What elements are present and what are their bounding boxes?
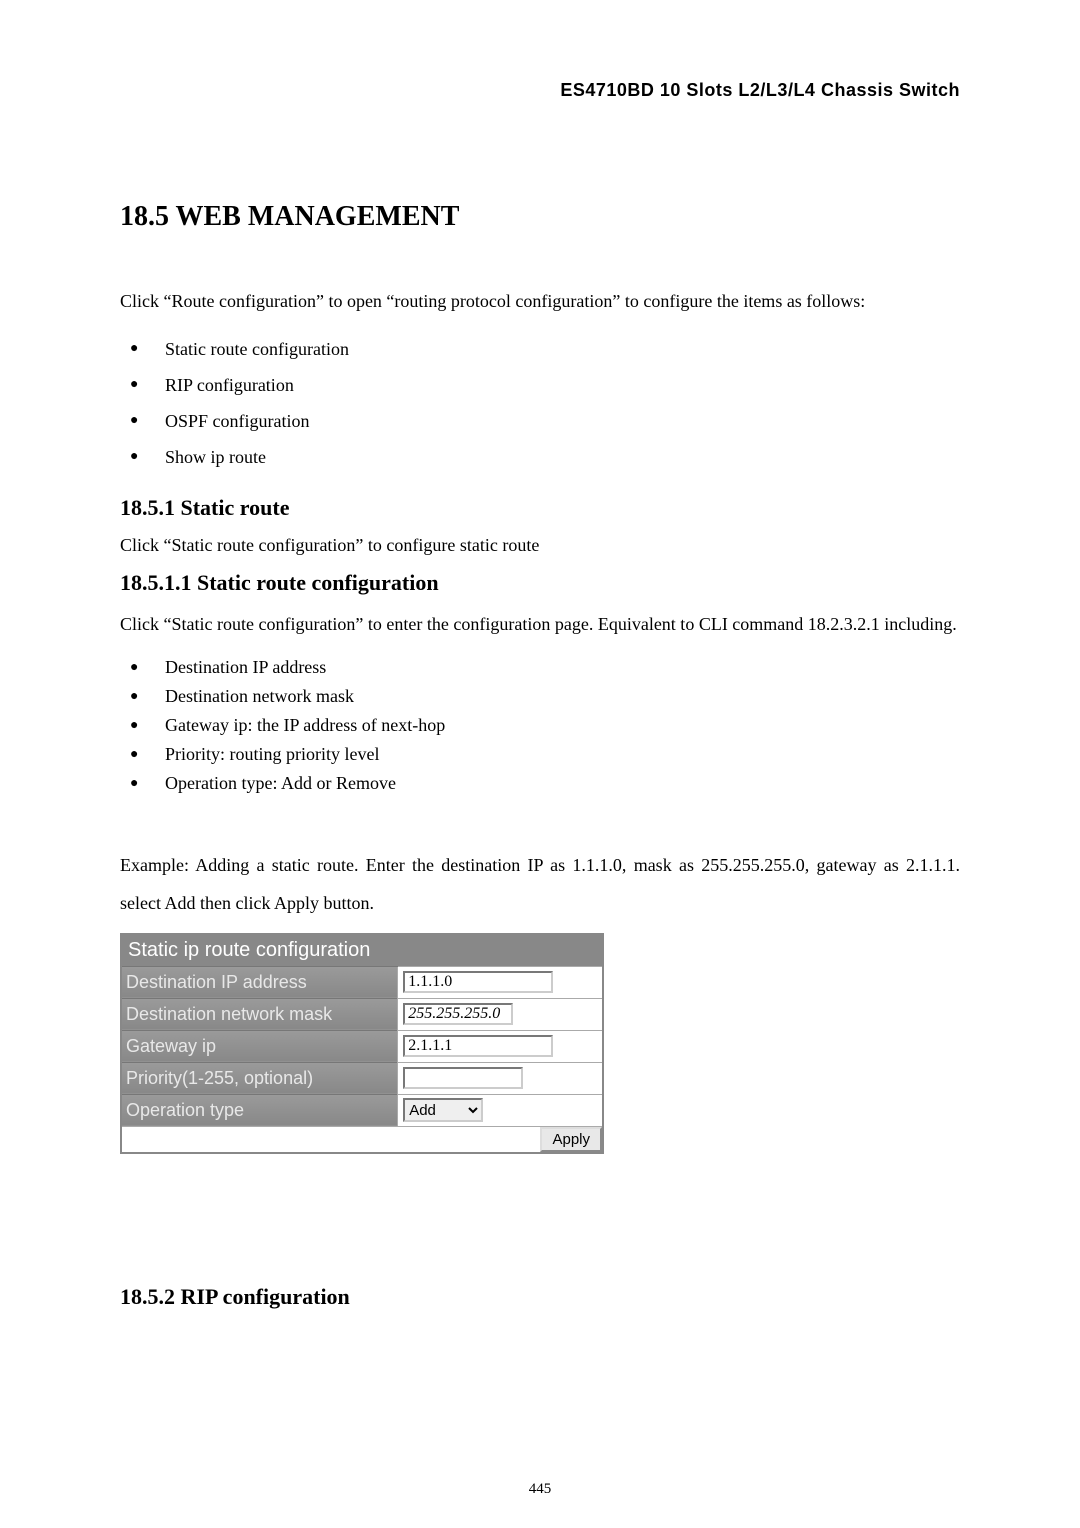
spacer	[120, 817, 960, 837]
feature-bullet-list: Static route configuration RIP configura…	[120, 331, 960, 475]
table-row: Operation type Add	[122, 1094, 602, 1126]
table-row: Destination network mask	[122, 998, 602, 1030]
static-route-intro: Click “Static route configuration” to co…	[120, 531, 960, 560]
list-item: Destination network mask	[120, 682, 960, 711]
label-destination-mask: Destination network mask	[122, 998, 398, 1030]
heading-static-route-config: 18.5.1.1 Static route configuration	[120, 570, 960, 596]
apply-button[interactable]: Apply	[540, 1127, 602, 1152]
heading-rip-configuration: 18.5.2 RIP configuration	[120, 1284, 960, 1310]
list-item: Static route configuration	[120, 331, 960, 367]
input-cell: Add	[398, 1094, 602, 1126]
list-item: RIP configuration	[120, 367, 960, 403]
list-item: Priority: routing priority level	[120, 740, 960, 769]
table-row: Destination IP address	[122, 966, 602, 998]
label-destination-ip: Destination IP address	[122, 966, 398, 998]
input-cell	[398, 966, 602, 998]
form-table: Destination IP address Destination netwo…	[122, 966, 602, 1152]
static-config-paragraph: Click “Static route configuration” to en…	[120, 606, 960, 644]
apply-row: Apply	[122, 1126, 602, 1152]
input-cell	[398, 998, 602, 1030]
fields-bullet-list: Destination IP address Destination netwo…	[120, 653, 960, 797]
list-item: Operation type: Add or Remove	[120, 769, 960, 798]
operation-type-select[interactable]: Add	[403, 1098, 483, 1122]
label-gateway-ip: Gateway ip	[122, 1030, 398, 1062]
table-row: Apply	[122, 1126, 602, 1152]
list-item: Gateway ip: the IP address of next-hop	[120, 711, 960, 740]
table-row: Priority(1-255, optional)	[122, 1062, 602, 1094]
list-item: Show ip route	[120, 439, 960, 475]
page: ES4710BD 10 Slots L2/L3/L4 Chassis Switc…	[0, 0, 1080, 1528]
spacer	[120, 1154, 960, 1274]
page-number: 445	[0, 1481, 1080, 1498]
heading-static-route: 18.5.1 Static route	[120, 495, 960, 521]
heading-web-management: 18.5 WEB MANAGEMENT	[120, 201, 960, 233]
label-operation-type: Operation type	[122, 1094, 398, 1126]
input-cell	[398, 1062, 602, 1094]
list-item: Destination IP address	[120, 653, 960, 682]
table-row: Gateway ip	[122, 1030, 602, 1062]
priority-input[interactable]	[403, 1067, 523, 1089]
form-title: Static ip route configuration	[122, 935, 602, 966]
static-ip-route-form: Static ip route configuration Destinatio…	[120, 933, 604, 1154]
gateway-ip-input[interactable]	[403, 1035, 553, 1057]
input-cell	[398, 1030, 602, 1062]
destination-mask-input[interactable]	[403, 1003, 513, 1025]
label-priority: Priority(1-255, optional)	[122, 1062, 398, 1094]
list-item: OSPF configuration	[120, 403, 960, 439]
intro-paragraph: Click “Route configuration” to open “rou…	[120, 283, 960, 321]
destination-ip-input[interactable]	[403, 971, 553, 993]
example-paragraph: Example: Adding a static route. Enter th…	[120, 847, 960, 923]
document-header-title: ES4710BD 10 Slots L2/L3/L4 Chassis Switc…	[120, 80, 960, 101]
